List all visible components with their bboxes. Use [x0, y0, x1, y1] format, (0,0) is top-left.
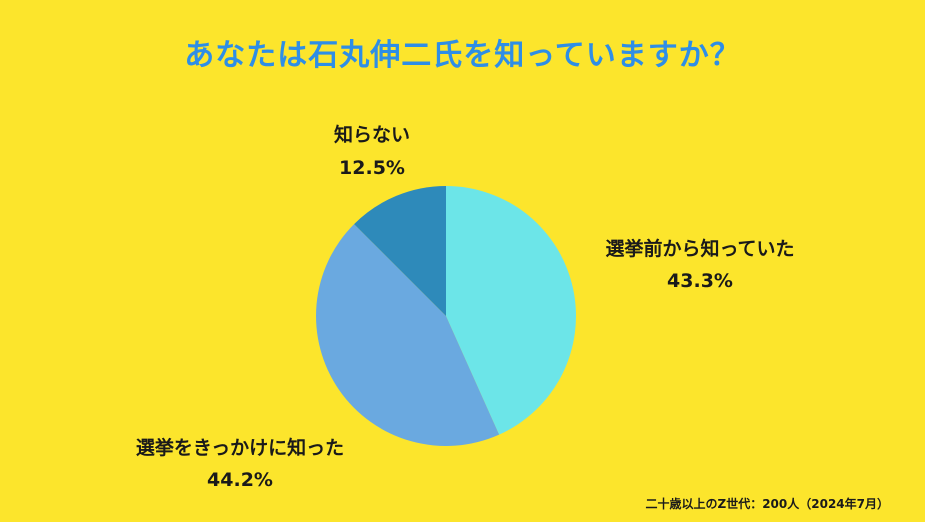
pie-labels: 選挙前から知っていた 43.3% 選挙をきっかけに知った 44.2% 知らない … — [136, 123, 795, 491]
slice-value-not-known: 12.5% — [339, 157, 405, 179]
slice-label-not-known: 知らない — [334, 123, 410, 146]
slice-label-known-through-election: 選挙をきっかけに知った — [136, 436, 344, 459]
slice-value-known-through-election: 44.2% — [207, 469, 273, 491]
pie-slice-known-through-election — [316, 224, 500, 446]
slice-label-known-before: 選挙前から知っていた — [605, 237, 794, 260]
slice-value-known-before: 43.3% — [667, 270, 733, 292]
pie-slice-not-known — [354, 186, 446, 316]
chart-title: あなたは石丸伸二氏を知っていますか？ — [184, 38, 741, 73]
footnote: 二十歳以上のZ世代：200人（2024年7月） — [645, 497, 890, 511]
pie-slice-known-before — [446, 186, 576, 435]
pie-slices — [316, 186, 576, 446]
